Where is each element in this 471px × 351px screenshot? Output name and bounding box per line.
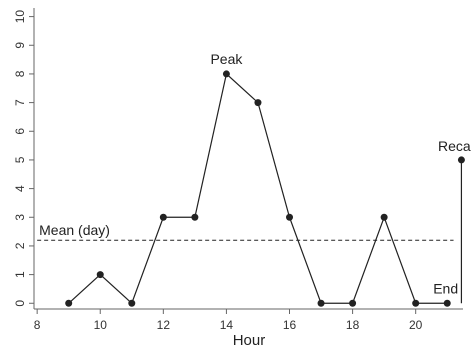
recall-label: Recall xyxy=(438,138,471,154)
annotation-label: Peak xyxy=(210,51,243,67)
y-tick-label: 6 xyxy=(13,128,27,135)
y-tick-label: 9 xyxy=(13,42,27,49)
data-point xyxy=(317,299,325,307)
x-tick-label: 18 xyxy=(346,318,360,332)
x-tick-label: 20 xyxy=(409,318,423,332)
labels: Hour Mean (day) Recall Peak End xyxy=(39,51,471,349)
reference-lines xyxy=(37,159,463,304)
x-tick-label: 14 xyxy=(220,318,234,332)
annotation-label: End xyxy=(433,280,458,296)
x-axis-title: Hour xyxy=(233,332,266,349)
mean-line-label: Mean (day) xyxy=(39,222,110,238)
x-tick-label: 16 xyxy=(283,318,297,332)
x-tick-label: 8 xyxy=(34,318,41,332)
data-point xyxy=(159,213,167,221)
data-point xyxy=(65,299,73,307)
axes: 01234567891081012141618202 xyxy=(13,8,463,332)
data-point xyxy=(380,213,388,221)
y-tick-label: 10 xyxy=(13,10,27,24)
y-tick-label: 5 xyxy=(13,156,27,163)
data-point xyxy=(443,299,451,307)
x-tick-label: 10 xyxy=(94,318,108,332)
y-tick-label: 3 xyxy=(13,214,27,221)
data-point xyxy=(128,299,136,307)
data-point xyxy=(222,70,230,78)
y-tick-label: 0 xyxy=(13,300,27,307)
y-tick-label: 1 xyxy=(13,271,27,278)
data-point xyxy=(286,213,294,221)
data-point xyxy=(96,271,104,279)
recall-point xyxy=(457,156,465,164)
y-tick-label: 7 xyxy=(13,99,27,106)
data-point xyxy=(412,299,420,307)
y-tick-label: 8 xyxy=(13,70,27,77)
y-tick-label: 4 xyxy=(13,185,27,192)
x-tick-label: 12 xyxy=(157,318,171,332)
data-point xyxy=(349,299,357,307)
series xyxy=(65,70,465,307)
data-point xyxy=(191,213,199,221)
data-point xyxy=(254,99,262,107)
series-line xyxy=(68,72,448,305)
y-tick-label: 2 xyxy=(13,242,27,249)
